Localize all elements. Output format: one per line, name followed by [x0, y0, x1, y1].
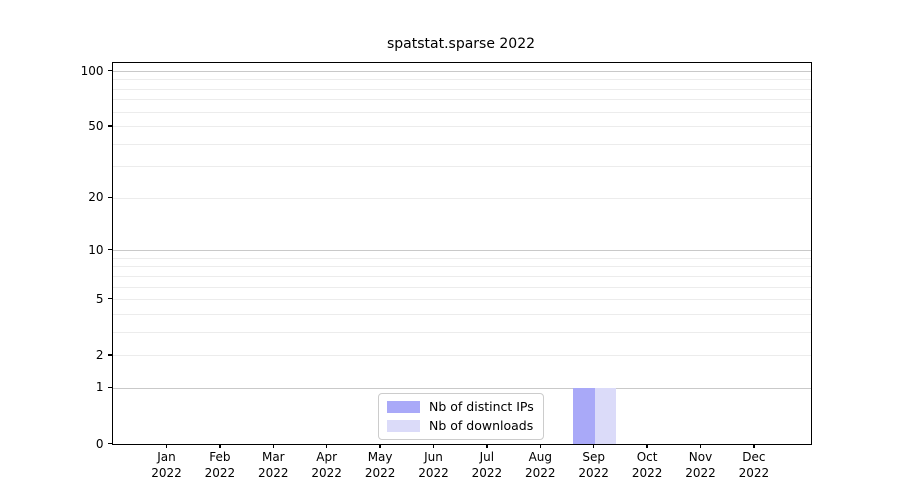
- x-tick-mark: [326, 444, 328, 449]
- x-tick-mark: [379, 444, 381, 449]
- minor-gridline: [113, 266, 811, 268]
- major-gridline: [113, 71, 811, 72]
- y-tick-mark: [107, 386, 112, 389]
- minor-gridline: [113, 197, 811, 199]
- x-tick-mark: [753, 444, 755, 449]
- legend-item: Nb of distinct IPs: [387, 398, 535, 414]
- x-tick-mark: [646, 444, 648, 449]
- x-tick-label: Apr 2022: [311, 450, 342, 480]
- y-tick-mark: [107, 125, 112, 127]
- bar-nb-of-distinct-ips: [573, 387, 595, 444]
- legend: Nb of distinct IPs Nb of downloads: [378, 393, 544, 440]
- minor-gridline: [113, 99, 811, 101]
- bar-nb-of-downloads: [594, 387, 617, 444]
- minor-gridline: [113, 111, 811, 113]
- y-tick-label: 10: [88, 242, 104, 257]
- y-tick-label: 5: [95, 291, 104, 306]
- y-tick-mark: [107, 443, 112, 445]
- x-tick-mark: [219, 444, 221, 449]
- minor-gridline: [113, 79, 811, 81]
- x-tick-label: May 2022: [364, 450, 396, 480]
- x-tick-label: Jul 2022: [471, 450, 503, 480]
- minor-gridline: [113, 143, 811, 145]
- x-tick-label: Sep 2022: [578, 450, 609, 480]
- chart-title: spatstat.sparse 2022: [386, 36, 536, 52]
- x-tick-mark: [432, 444, 435, 449]
- y-tick-mark: [107, 196, 112, 199]
- y-tick-mark: [107, 70, 112, 72]
- y-tick-label: 0: [95, 436, 104, 451]
- minor-gridline: [113, 88, 811, 90]
- x-tick-mark: [699, 444, 702, 449]
- legend-item: Nb of downloads: [387, 419, 535, 433]
- y-tick-label: 1: [95, 380, 104, 395]
- legend-swatch-icon: [387, 420, 420, 433]
- major-gridline: [113, 250, 811, 252]
- y-tick-label: 20: [88, 190, 104, 205]
- y-tick-mark: [107, 298, 112, 300]
- minor-gridline: [113, 299, 811, 301]
- x-tick-mark: [593, 444, 595, 449]
- x-tick-mark: [165, 444, 168, 449]
- minor-gridline: [113, 275, 811, 277]
- y-tick-mark: [107, 249, 112, 251]
- x-tick-mark: [539, 444, 541, 449]
- minor-gridline: [113, 355, 811, 357]
- minor-gridline: [113, 286, 811, 288]
- plot-area: Nb of distinct IPs Nb of downloads: [112, 62, 812, 445]
- x-tick-label: Feb 2022: [204, 450, 236, 480]
- x-tick-label: Nov 2022: [685, 450, 716, 480]
- y-tick-mark: [107, 354, 112, 356]
- x-tick-label: Mar 2022: [258, 450, 289, 480]
- legend-swatch-icon: [387, 400, 420, 413]
- y-tick-label: 2: [95, 347, 104, 362]
- x-tick-label: Aug 2022: [525, 450, 556, 480]
- minor-gridline: [113, 257, 811, 259]
- y-tick-label: 100: [80, 63, 104, 78]
- x-tick-label: Oct 2022: [631, 450, 663, 480]
- minor-gridline: [113, 166, 811, 168]
- legend-label: Nb of downloads: [429, 418, 534, 434]
- minor-gridline: [113, 331, 811, 333]
- x-tick-label: Jan 2022: [151, 450, 182, 480]
- x-tick-mark: [486, 444, 488, 449]
- y-tick-label: 50: [88, 118, 104, 133]
- major-gridline: [113, 387, 811, 389]
- x-tick-label: Dec 2022: [738, 450, 770, 480]
- minor-gridline: [113, 126, 811, 128]
- minor-gridline: [113, 313, 811, 315]
- x-tick-label: Jun 2022: [418, 450, 449, 480]
- x-tick-mark: [272, 444, 274, 449]
- legend-label: Nb of distinct IPs: [429, 398, 534, 414]
